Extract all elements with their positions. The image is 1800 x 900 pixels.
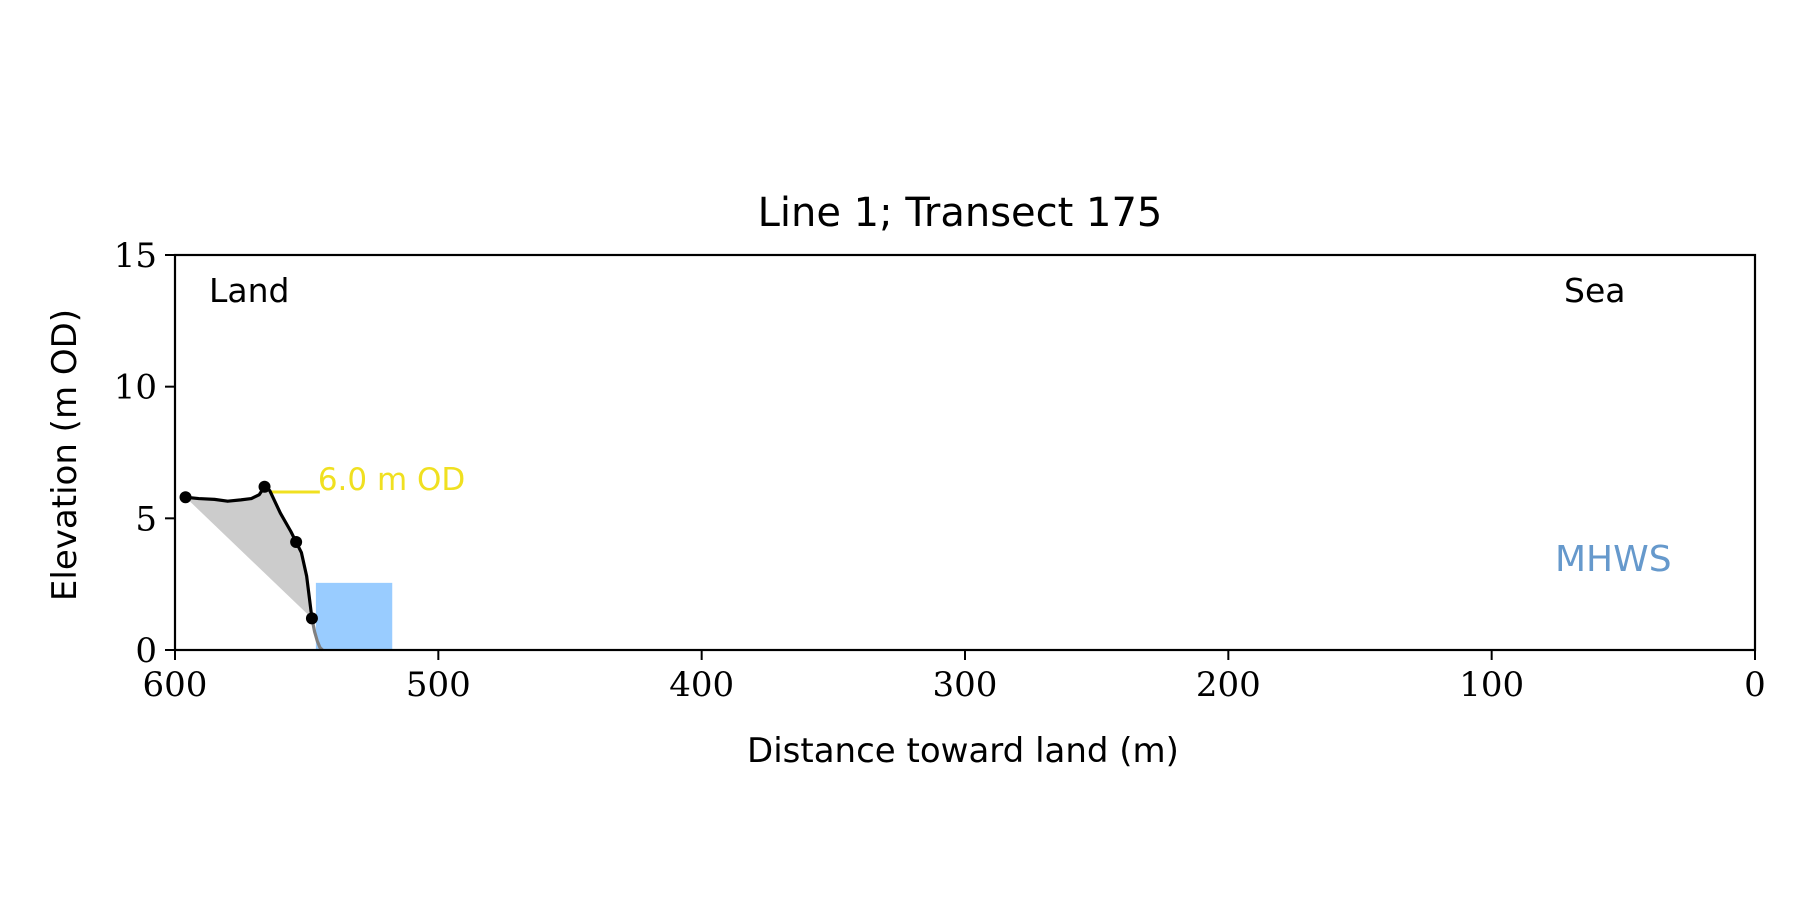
x-tick-label: 300	[933, 665, 998, 705]
y-tick-label: 15	[114, 236, 157, 276]
profile-point	[179, 491, 192, 504]
profile-point	[258, 480, 271, 493]
plot-area: 6.0 m OD	[179, 462, 465, 652]
x-tick-label: 0	[1744, 665, 1766, 705]
profile-point	[290, 536, 303, 549]
x-axis-label: Distance toward land (m)	[747, 731, 1179, 771]
profile-point	[305, 612, 318, 625]
mhws-box	[315, 582, 393, 650]
land-label: Land	[209, 271, 289, 310]
x-tick-label: 400	[669, 665, 734, 705]
x-tick-label: 600	[143, 665, 208, 705]
y-axis-label: Elevation (m OD)	[45, 309, 85, 601]
x-tick-label: 200	[1196, 665, 1261, 705]
y-axis: 0 5 10 15	[114, 236, 175, 671]
elevation-marker-label: 6.0 m OD	[318, 462, 465, 498]
x-tick-label: 100	[1459, 665, 1524, 705]
sea-label: Sea	[1564, 271, 1625, 310]
mhws-label: MHWS	[1555, 539, 1672, 580]
profile-shaded-area	[185, 486, 312, 619]
profile-toe-line	[310, 618, 324, 652]
y-tick-label: 0	[135, 631, 157, 671]
x-tick-label: 500	[406, 665, 471, 705]
axes-frame	[173, 253, 1757, 652]
y-tick-label: 10	[114, 368, 157, 408]
chart-title: Line 1; Transect 175	[758, 190, 1163, 236]
x-axis: 600 500 400 300 200 100 0	[143, 650, 1766, 705]
y-tick-label: 5	[135, 499, 157, 539]
